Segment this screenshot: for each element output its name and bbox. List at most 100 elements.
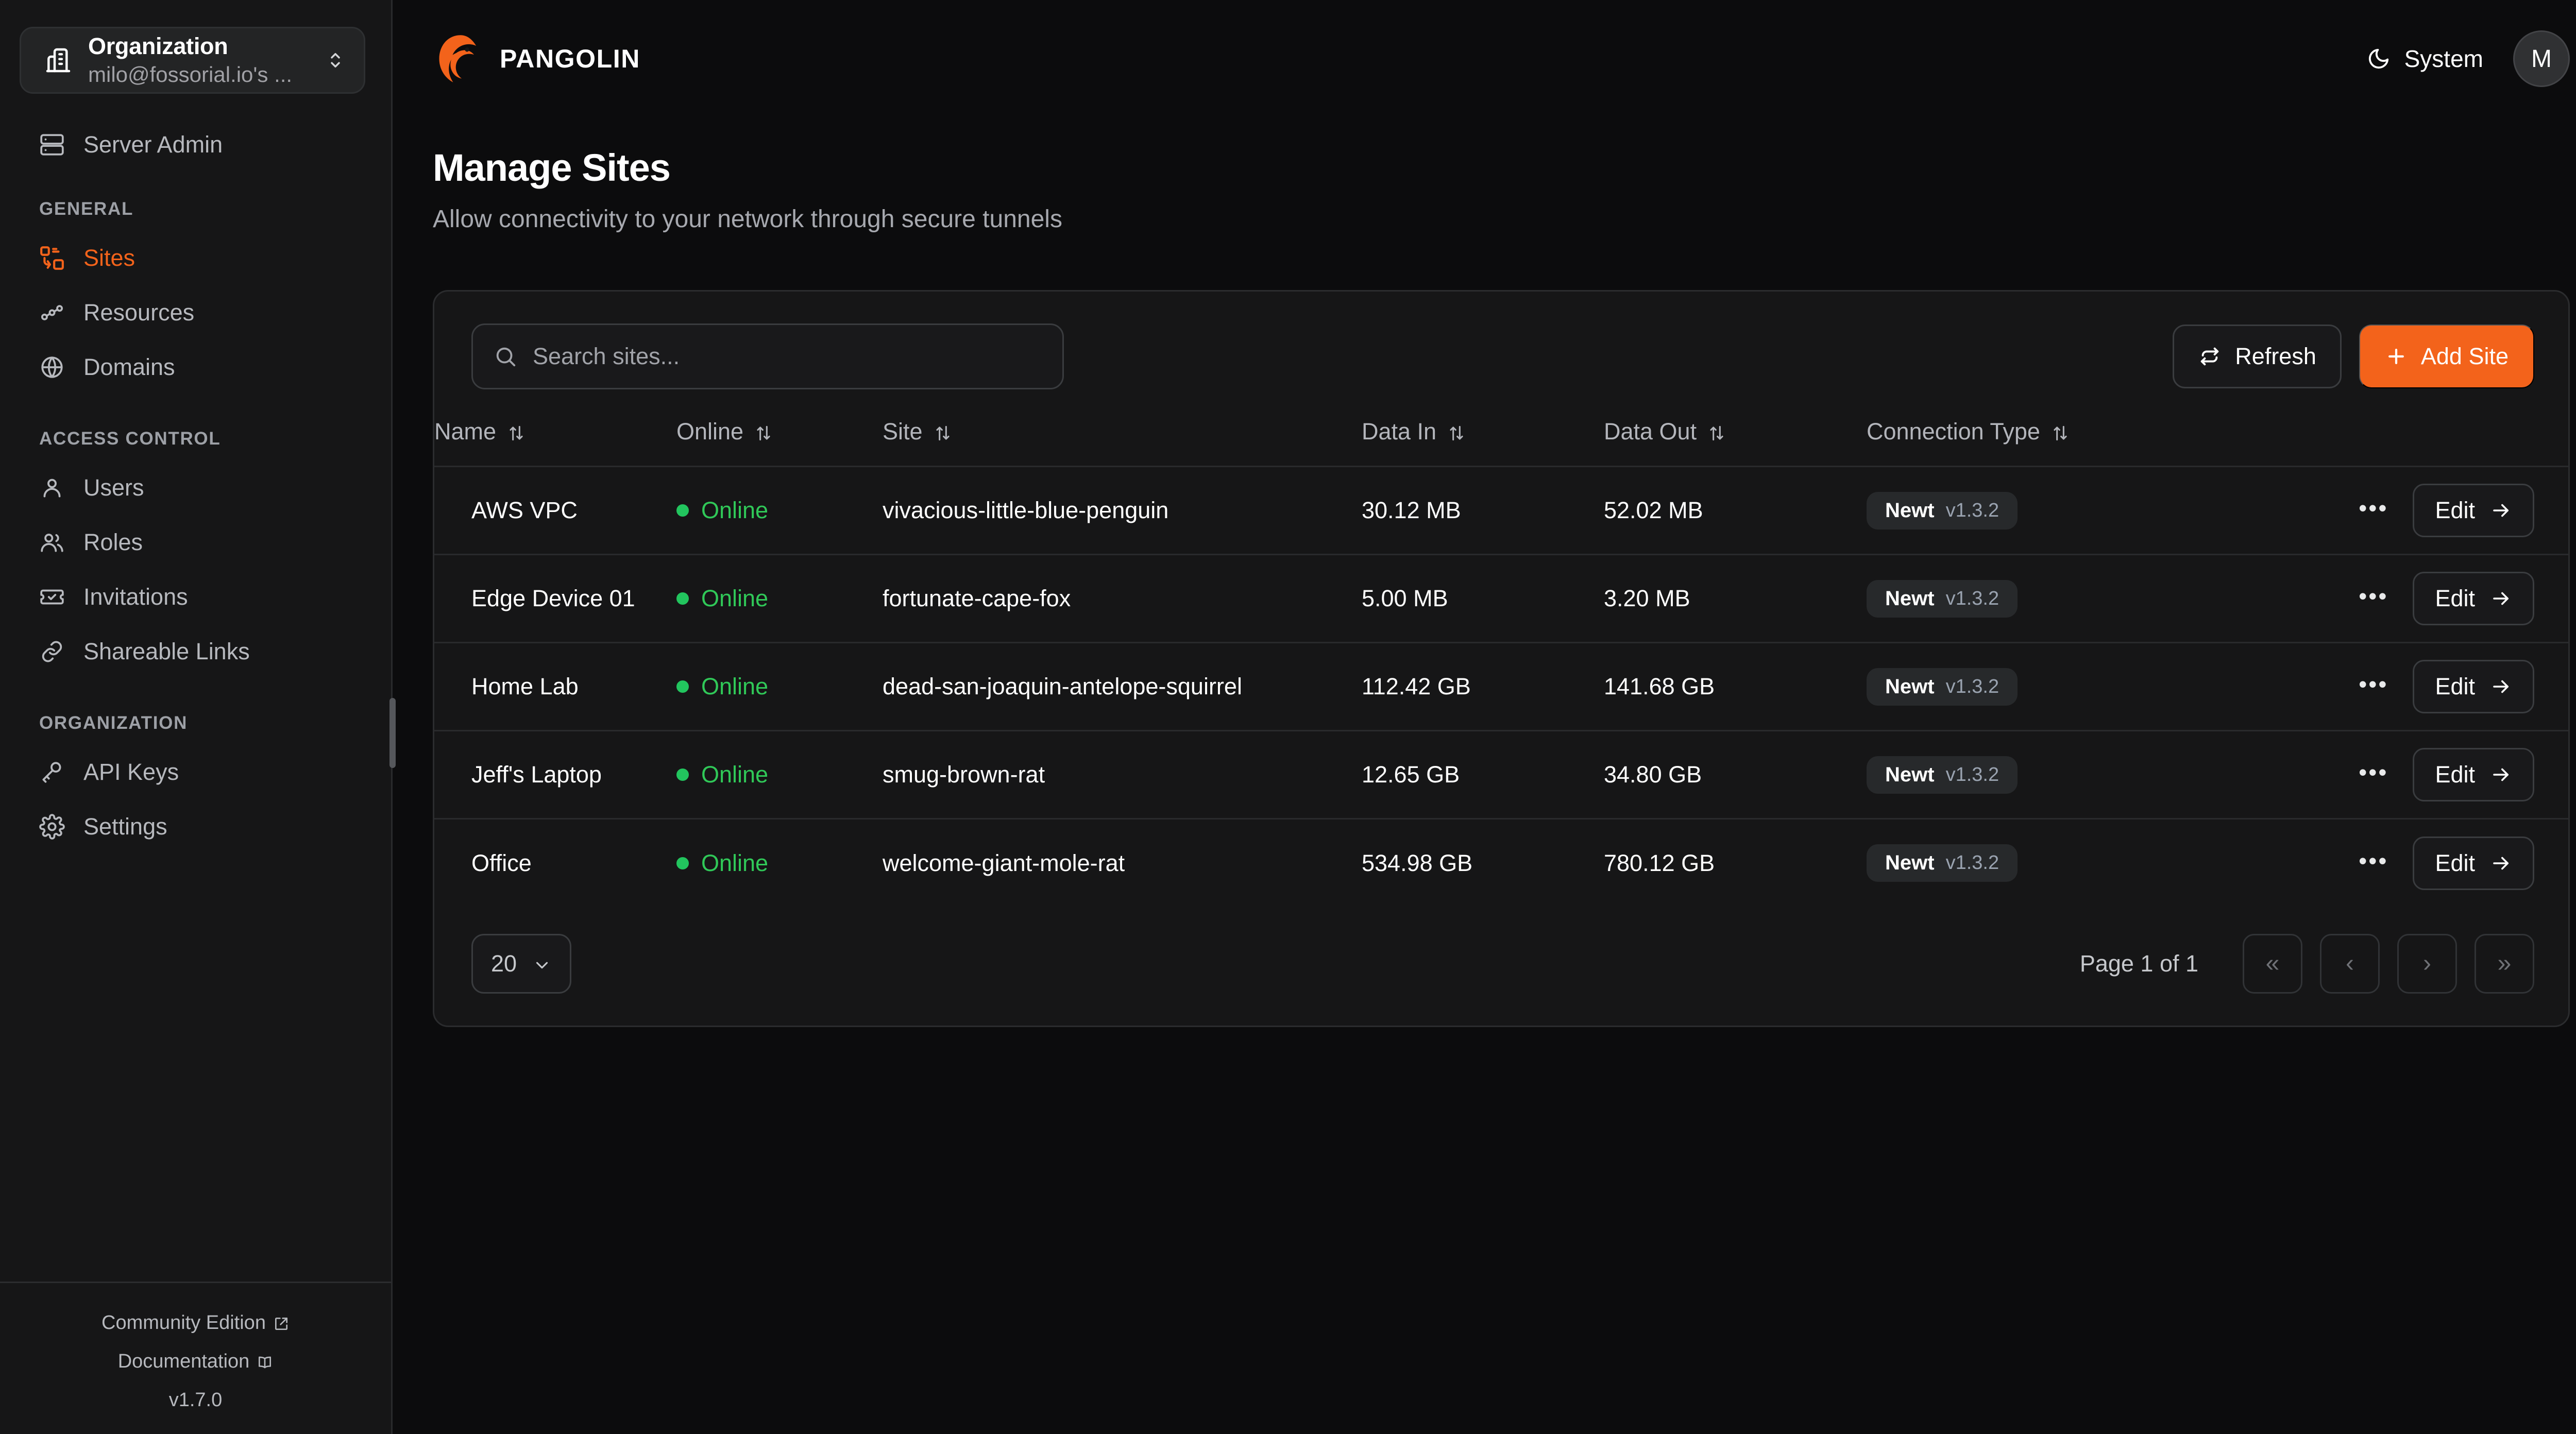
prev-page-button[interactable]: ‹ (2320, 933, 2380, 994)
org-title: Organization (88, 32, 228, 59)
topbar: PANGOLIN System M (393, 0, 2576, 117)
cell-online: Online (676, 642, 883, 731)
cell-online: Online (676, 554, 883, 643)
sidebar-item-users[interactable]: Users (0, 460, 391, 515)
column-label: Online (676, 418, 744, 445)
cell-data-in: 30.12 MB (1362, 466, 1604, 555)
edit-label: Edit (2435, 585, 2475, 611)
cell-actions: ••• Edit (2227, 466, 2568, 555)
connection-version: v1.3.2 (1945, 675, 1999, 697)
cell-data-in: 112.42 GB (1362, 642, 1604, 731)
brand[interactable]: PANGOLIN (433, 32, 640, 86)
refresh-icon (2198, 345, 2222, 368)
status-dot-icon (676, 592, 689, 605)
table-row[interactable]: Jeff's Laptop Online smug-brown-rat 12.6… (434, 730, 2568, 819)
sort-icon (506, 422, 526, 441)
column-header-data-in[interactable]: Data In (1362, 412, 1604, 467)
resources-icon (39, 300, 65, 326)
sidebar-item-invitations[interactable]: Invitations (0, 570, 391, 624)
sidebar-item-shareable-links[interactable]: Shareable Links (0, 624, 391, 679)
sidebar-resize-handle[interactable] (389, 698, 396, 768)
edit-button[interactable]: Edit (2413, 484, 2534, 537)
table-head: Name Online (434, 412, 2568, 467)
card-footer: 20 Page 1 of 1 « ‹ › » (434, 907, 2568, 1026)
table-row[interactable]: AWS VPC Online vivacious-little-blue-pen… (434, 466, 2568, 555)
table-row[interactable]: Office Online welcome-giant-mole-rat 534… (434, 818, 2568, 907)
sidebar-item-api-keys[interactable]: API Keys (0, 745, 391, 799)
cell-online: Online (676, 466, 883, 555)
cell-online: Online (676, 818, 883, 907)
cell-data-out: 141.68 GB (1604, 642, 1867, 731)
sidebar-item-label: Invitations (83, 584, 188, 610)
last-page-button[interactable]: » (2475, 933, 2534, 994)
org-switcher[interactable]: Organization milo@fossorial.io's ... (20, 27, 365, 94)
sidebar-item-label: Users (83, 474, 144, 501)
cell-data-out: 780.12 GB (1604, 818, 1867, 907)
sidebar-item-label: Shareable Links (83, 638, 250, 664)
row-menu-button[interactable]: ••• (2359, 758, 2388, 786)
sidebar-nav: Server Admin GENERAL Sites (0, 117, 391, 1282)
refresh-label: Refresh (2235, 343, 2316, 369)
sidebar-item-server-admin[interactable]: Server Admin (0, 117, 391, 172)
search-input[interactable]: Search sites... (471, 323, 1064, 389)
status-badge: Online (701, 585, 769, 611)
theme-toggle[interactable]: System (2367, 45, 2483, 73)
arrow-right-icon (2490, 764, 2512, 786)
column-label: Connection Type (1867, 418, 2040, 445)
edit-button[interactable]: Edit (2413, 836, 2534, 890)
first-page-button[interactable]: « (2243, 933, 2302, 994)
sidebar-item-domains[interactable]: Domains (0, 340, 391, 395)
status-badge: Online (701, 497, 769, 523)
cell-name: Office (434, 818, 676, 907)
connection-version: v1.3.2 (1945, 763, 1999, 786)
add-site-button[interactable]: Add Site (2359, 325, 2534, 388)
community-edition-link[interactable]: Community Edition (0, 1312, 391, 1334)
refresh-button[interactable]: Refresh (2173, 325, 2342, 388)
arrow-right-icon (2490, 588, 2512, 609)
avatar[interactable]: M (2513, 30, 2570, 87)
table-row[interactable]: Home Lab Online dead-san-joaquin-antelop… (434, 642, 2568, 731)
edit-label: Edit (2435, 849, 2475, 876)
connection-name: Newt (1885, 587, 1935, 610)
cell-connection-type: Newt v1.3.2 (1867, 730, 2227, 819)
edit-button[interactable]: Edit (2413, 572, 2534, 625)
column-header-site[interactable]: Site (883, 412, 1362, 467)
org-text: Organization milo@fossorial.io's ... (88, 32, 309, 89)
sidebar-item-roles[interactable]: Roles (0, 515, 391, 570)
chevron-down-icon (532, 954, 552, 974)
main-area: PANGOLIN System M Manage Sites Allow (393, 0, 2576, 1434)
column-header-online[interactable]: Online (676, 412, 883, 467)
moon-icon (2367, 47, 2391, 71)
sidebar-group-general: GENERAL (39, 199, 134, 219)
sidebar-item-label: Domains (83, 354, 175, 380)
row-menu-button[interactable]: ••• (2359, 847, 2388, 874)
gear-icon (39, 814, 65, 840)
column-header-data-out[interactable]: Data Out (1604, 412, 1867, 467)
sidebar-item-settings[interactable]: Settings (0, 799, 391, 854)
documentation-link[interactable]: Documentation (0, 1351, 391, 1373)
column-header-name[interactable]: Name (434, 412, 676, 467)
avatar-initial: M (2531, 45, 2552, 73)
row-menu-button[interactable]: ••• (2359, 670, 2388, 697)
column-header-connection-type[interactable]: Connection Type (1867, 412, 2227, 467)
sites-icon (39, 245, 65, 271)
row-menu-button[interactable]: ••• (2359, 582, 2388, 609)
sidebar-item-sites[interactable]: Sites (0, 231, 391, 285)
connection-name: Newt (1885, 499, 1935, 522)
org-subtitle: milo@fossorial.io's ... (88, 62, 293, 87)
cell-data-out: 52.02 MB (1604, 466, 1867, 555)
edit-button[interactable]: Edit (2413, 748, 2534, 801)
page-size-select[interactable]: 20 (471, 933, 571, 994)
next-page-button[interactable]: › (2397, 933, 2457, 994)
sidebar-item-resources[interactable]: Resources (0, 285, 391, 340)
add-site-label: Add Site (2420, 343, 2509, 369)
page-content: Manage Sites Allow connectivity to your … (393, 117, 2576, 1027)
search-icon (494, 345, 517, 368)
table-row[interactable]: Edge Device 01 Online fortunate-cape-fox… (434, 554, 2568, 643)
topbar-right: System M (2367, 30, 2570, 87)
column-label: Name (434, 418, 497, 445)
row-menu-button[interactable]: ••• (2359, 494, 2388, 521)
edit-button[interactable]: Edit (2413, 660, 2534, 713)
connection-badge: Newt v1.3.2 (1867, 844, 2018, 882)
